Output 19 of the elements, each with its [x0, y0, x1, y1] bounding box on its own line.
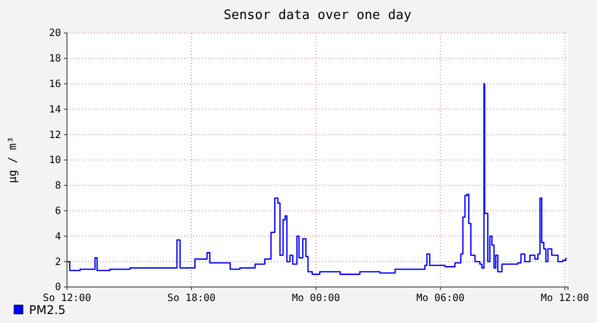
y-tick-label: 8 — [54, 180, 61, 192]
y-tick-label: 16 — [48, 79, 61, 90]
x-tick-label: Mo 00:00 — [292, 293, 340, 304]
x-tick-label: So 12:00 — [42, 293, 92, 304]
x-tick-label: Mo 06:00 — [416, 293, 464, 304]
y-tick-label: 4 — [54, 231, 61, 242]
y-tick-label: 0 — [54, 282, 61, 294]
y-tick-label: 10 — [48, 155, 61, 166]
y-axis-title: µg / m³ — [6, 136, 19, 184]
legend-label: PM2.5 — [29, 303, 66, 317]
chart-title: Sensor data over one day — [224, 8, 412, 23]
y-tick-label: 2 — [54, 256, 61, 268]
y-tick-label: 20 — [48, 28, 61, 40]
x-tick-label: So 18:00 — [167, 293, 216, 304]
y-tick-label: 12 — [48, 130, 61, 141]
y-tick-label: 18 — [48, 54, 61, 65]
y-tick-label: 6 — [54, 206, 61, 217]
y-tick-label: 14 — [48, 104, 61, 116]
x-tick-label: Mo 12:00 — [540, 293, 589, 304]
